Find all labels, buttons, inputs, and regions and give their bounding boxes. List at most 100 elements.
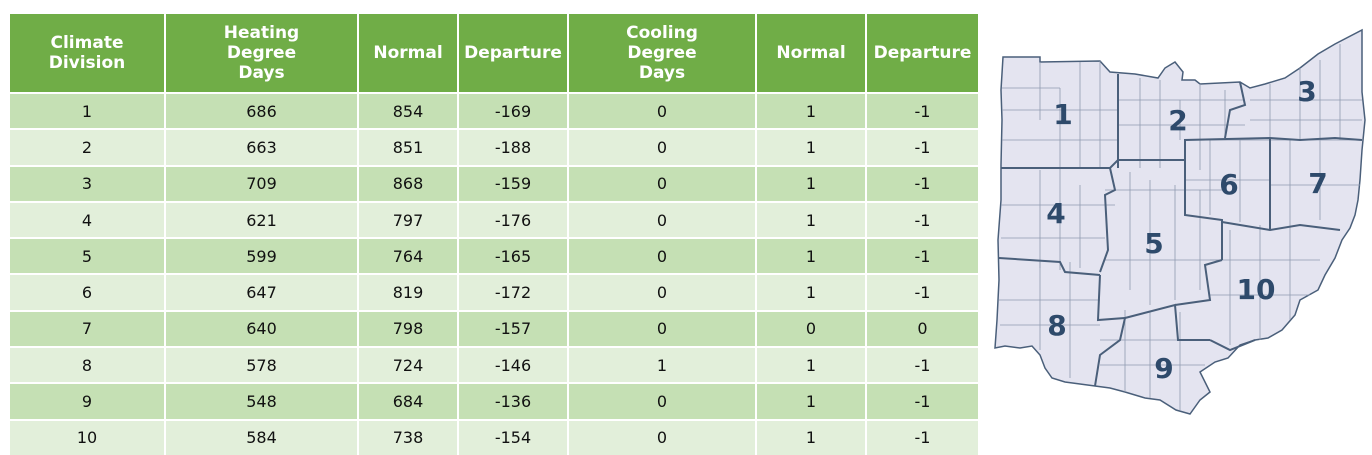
division-label-5: 5 [1144, 227, 1163, 260]
cell-heating-departure: -154 [458, 418, 569, 455]
cell-heating-degree-days: 548 [165, 382, 359, 420]
cell-climate-division: 9 [10, 382, 166, 420]
division-labels: 1 2 3 4 5 6 7 8 9 10 [1046, 75, 1327, 385]
division-label-8: 8 [1047, 309, 1066, 342]
table-body: 1 686 854 -169 0 1 -1 2 663 851 -188 0 1 -1 3 709 868 -15… [10, 91, 978, 455]
division-label-1: 1 [1053, 98, 1072, 131]
cell-heating-departure: -176 [458, 200, 569, 239]
cell-heating-normal: 684 [358, 382, 459, 420]
cell-cooling-departure: 0 [866, 309, 978, 348]
cell-cooling-departure: -1 [866, 382, 978, 420]
cell-cooling-degree-days: 0 [568, 91, 757, 130]
cell-heating-degree-days: 584 [165, 418, 359, 455]
cell-cooling-departure: -1 [866, 200, 978, 239]
table-row: 1 686 854 -169 0 1 -1 [10, 91, 978, 130]
cell-cooling-normal: 1 [756, 237, 867, 275]
cell-cooling-degree-days: 1 [568, 346, 757, 384]
ohio-state-outline [994, 28, 1366, 415]
cell-heating-degree-days: 663 [165, 128, 359, 166]
header-cooling-degree-days: Cooling Degree Days [568, 14, 757, 93]
division-border-9-10 [1209, 339, 1256, 352]
division-border-5-10 [1174, 259, 1223, 306]
cell-climate-division: 8 [10, 346, 166, 384]
cell-cooling-degree-days: 0 [568, 237, 757, 275]
header-heating-normal: Normal [358, 14, 459, 93]
table-row: 7 640 798 -157 0 0 0 [10, 309, 978, 348]
cell-heating-departure: -188 [458, 128, 569, 166]
cell-cooling-normal: 1 [756, 382, 867, 420]
cell-heating-departure: -165 [458, 237, 569, 275]
cell-heating-departure: -146 [458, 346, 569, 384]
division-border-4-8 [998, 257, 1101, 276]
cell-heating-normal: 738 [358, 418, 459, 455]
cell-cooling-normal: 1 [756, 418, 867, 455]
header-heating-departure: Departure [458, 14, 569, 93]
cell-cooling-departure: -1 [866, 346, 978, 384]
cell-heating-normal: 797 [358, 200, 459, 239]
table-row: 9 548 684 -136 0 1 -1 [10, 382, 978, 420]
table-row: 10 584 738 -154 0 1 -1 [10, 418, 978, 455]
cell-cooling-degree-days: 0 [568, 418, 757, 455]
cell-climate-division: 6 [10, 273, 166, 311]
cell-cooling-departure: -1 [866, 237, 978, 275]
cell-cooling-departure: -1 [866, 164, 978, 202]
ohio-climate-division-map: 1 2 3 4 5 6 7 8 9 10 [994, 28, 1366, 415]
cell-heating-departure: -157 [458, 309, 569, 348]
cell-heating-degree-days: 647 [165, 273, 359, 311]
cell-climate-division: 4 [10, 200, 166, 239]
division-label-7: 7 [1308, 167, 1327, 200]
cell-cooling-normal: 0 [756, 309, 867, 348]
cell-cooling-degree-days: 0 [568, 309, 757, 348]
header-cooling-departure: Departure [866, 14, 978, 93]
cell-heating-degree-days: 686 [165, 91, 359, 130]
cell-heating-degree-days: 599 [165, 237, 359, 275]
cell-heating-degree-days: 578 [165, 346, 359, 384]
cell-cooling-departure: -1 [866, 418, 978, 455]
cell-climate-division: 7 [10, 309, 166, 348]
division-label-6: 6 [1219, 168, 1238, 201]
cell-climate-division: 5 [10, 237, 166, 275]
cell-cooling-degree-days: 0 [568, 200, 757, 239]
cell-cooling-departure: -1 [866, 128, 978, 166]
cell-cooling-normal: 1 [756, 273, 867, 311]
cell-cooling-degree-days: 0 [568, 128, 757, 166]
cell-heating-normal: 868 [358, 164, 459, 202]
state-shape [994, 28, 1366, 415]
division-border-north [1001, 136, 1363, 169]
cell-cooling-normal: 1 [756, 200, 867, 239]
cell-heating-normal: 724 [358, 346, 459, 384]
cell-heating-normal: 764 [358, 237, 459, 275]
climate-division-table-container: Climate Division Heating Degree Days Nor… [10, 14, 978, 455]
header-climate-division: Climate Division [10, 14, 166, 93]
cell-cooling-normal: 1 [756, 128, 867, 166]
division-border-4-5 [1099, 167, 1117, 273]
division-border-5-6 [1184, 160, 1223, 260]
cell-heating-departure: -169 [458, 91, 569, 130]
table-row: 6 647 819 -172 0 1 -1 [10, 273, 978, 311]
cell-cooling-normal: 1 [756, 346, 867, 384]
division-label-2: 2 [1168, 104, 1187, 137]
cell-heating-normal: 851 [358, 128, 459, 166]
cell-cooling-normal: 1 [756, 164, 867, 202]
table-row: 5 599 764 -165 0 1 -1 [10, 237, 978, 275]
cell-heating-normal: 854 [358, 91, 459, 130]
cell-climate-division: 3 [10, 164, 166, 202]
cell-heating-degree-days: 621 [165, 200, 359, 239]
header-cooling-normal: Normal [756, 14, 867, 93]
division-borders [998, 74, 1363, 387]
cell-climate-division: 1 [10, 91, 166, 130]
table-header-row: Climate Division Heating Degree Days Nor… [10, 14, 978, 93]
division-label-10: 10 [1237, 273, 1276, 306]
cell-heating-departure: -172 [458, 273, 569, 311]
table-row: 3 709 868 -159 0 1 -1 [10, 164, 978, 202]
cell-heating-departure: -136 [458, 382, 569, 420]
table-row: 2 663 851 -188 0 1 -1 [10, 128, 978, 166]
cell-cooling-normal: 1 [756, 91, 867, 130]
division-border-5-9 [1124, 303, 1210, 341]
cell-heating-departure: -159 [458, 164, 569, 202]
cell-climate-division: 10 [10, 418, 166, 455]
division-border-6-10 [1221, 221, 1341, 232]
degree-days-table: Climate Division Heating Degree Days Nor… [10, 14, 978, 455]
table-row: 8 578 724 -146 1 1 -1 [10, 346, 978, 384]
cell-climate-division: 2 [10, 128, 166, 166]
